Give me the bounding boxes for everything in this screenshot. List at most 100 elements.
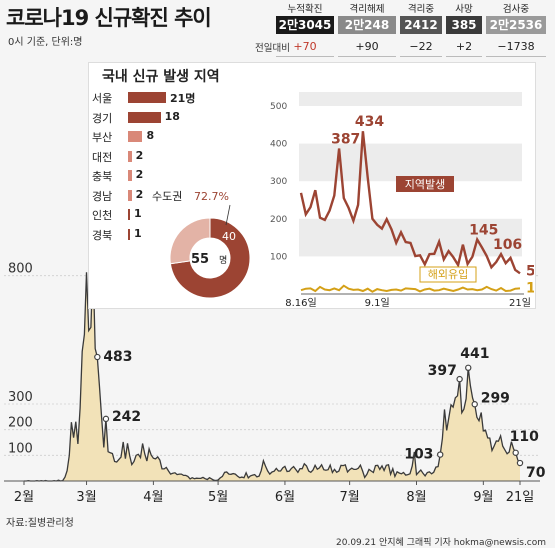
inset-grid-band (299, 218, 522, 257)
region-bar (128, 131, 143, 142)
main-x-tick-label: 2월 (14, 490, 34, 505)
stat-value: 2만248 (338, 16, 396, 34)
main-x-tick-label: 6월 (275, 490, 295, 505)
stat-change: +70 (276, 38, 334, 57)
main-x-tick-label: 9월 (473, 490, 493, 505)
main-x-tick-label: 8월 (406, 490, 426, 505)
inset-x-tick-label: 21일 (509, 297, 531, 308)
region-bar (128, 111, 161, 123)
inset-annotation-label: 55 (526, 263, 534, 279)
main-annotation-marker (516, 459, 524, 467)
main-y-tick-label: 100 (8, 441, 33, 456)
stat-value: 2만2536 (486, 16, 546, 34)
region-value: 2 (135, 148, 144, 162)
stat-change: −1738 (486, 38, 546, 57)
inset-y-tick-label: 100 (270, 252, 287, 262)
stat-isolated: 격리중 2412 −22 (400, 3, 442, 57)
donut-chart: 수도권 72.7% 40 55 명 (152, 190, 251, 299)
daychange-label: 전일대비 (255, 43, 290, 54)
inset-annotation-label: 387 (331, 131, 360, 147)
inset-series-overseas (300, 284, 521, 293)
region-value: 8 (146, 129, 155, 142)
region-value: 1 (134, 226, 142, 240)
legend-overseas-badge (419, 266, 477, 283)
inset-y-tick-label: 500 (270, 102, 287, 112)
donut-center-number: 55 (191, 252, 209, 267)
region-name: 대전 (92, 150, 113, 164)
main-x-tick-label: 21일 (506, 490, 535, 505)
main-annotation-label: 441 (460, 346, 489, 362)
main-series-line (24, 262, 521, 482)
main-annotation-label: 483 (103, 349, 132, 365)
stat-value: 2412 (400, 16, 442, 34)
inset-annotation-label: 434 (355, 114, 384, 130)
donut-slice (169, 217, 251, 299)
donut-percent: 72.7% (194, 190, 229, 203)
credit-line: 20.09.21 안지혜 그래픽 기자 hokma@newsis.com (336, 538, 547, 548)
page-title: 코로나19 신규확진 추이 (6, 6, 212, 30)
unit-note: 0시 기준, 단위:명 (8, 37, 83, 48)
donut-slice (169, 217, 211, 265)
stat-change: +90 (338, 38, 396, 57)
region-bar-list: 서울 21명 경기 18 부산 8 대전 2 충북 2 경남 2 인천 1 경북 1 (92, 90, 242, 250)
stat-change: +2 (446, 38, 482, 57)
stat-value: 2만3045 (276, 16, 334, 34)
main-x-tick-label: 7월 (340, 490, 360, 505)
stat-label: 검사중 (502, 4, 530, 15)
region-value: 1 (134, 207, 142, 220)
legend-local-label: 지역발생 (405, 178, 445, 191)
legend-local-badge (396, 176, 454, 192)
main-annotation-marker (102, 415, 110, 423)
inset-y-tick-label: 200 (270, 215, 287, 225)
main-x-tick-label: 3월 (76, 490, 96, 505)
inset-annotation-label: 15 (526, 280, 534, 296)
main-annotation-marker (512, 449, 519, 456)
inset-title: 국내 신규 발생 지역 (102, 69, 220, 85)
inset-grid-band (299, 92, 522, 106)
inset-y-tick-label: 400 (270, 140, 287, 150)
main-x-tick-label: 4월 (143, 490, 163, 505)
donut-center-unit: 명 (219, 255, 227, 266)
region-name: 서울 (92, 92, 113, 105)
region-name: 경남 (92, 189, 113, 203)
main-annotation-label: 103 (404, 447, 433, 463)
main-annotation-label: 397 (428, 363, 457, 379)
main-annotation-label: 70 (526, 465, 546, 481)
main-y-tick-label: 800 (8, 262, 33, 277)
stat-label: 사망 (455, 4, 473, 15)
main-annotation-marker (471, 401, 478, 408)
region-bar (128, 92, 166, 103)
legend-overseas-label: 해외유입 (428, 267, 468, 281)
donut-leader-line (225, 204, 231, 226)
inset-grid-band (299, 143, 522, 182)
region-bar (128, 150, 132, 162)
main-annotation-marker (94, 353, 101, 361)
inset-annotation-label: 145 (469, 222, 498, 238)
stat-value: 385 (446, 16, 482, 34)
region-value: 2 (135, 168, 144, 181)
region-value: 2 (135, 187, 144, 201)
main-annotation-marker (465, 364, 472, 372)
main-annotation-label: 110 (510, 429, 539, 445)
inset-x-tick-label: 8.16일 (285, 297, 316, 308)
inset-series-local (299, 131, 521, 275)
inset-y-tick-label: 300 (270, 177, 287, 187)
region-value: 18 (164, 109, 180, 123)
region-name: 경기 (92, 111, 113, 125)
main-y-tick-label: 200 (8, 416, 33, 431)
donut-label: 수도권 (152, 190, 182, 203)
region-name: 인천 (92, 209, 113, 222)
region-name: 충북 (92, 170, 113, 183)
stat-label: 격리중 (407, 4, 435, 15)
main-annotation-label: 299 (481, 390, 510, 406)
region-name: 경북 (92, 228, 113, 242)
region-bar (128, 170, 132, 181)
main-y-tick-label: 300 (8, 390, 33, 405)
donut-segment-label: 40 (222, 230, 236, 243)
stat-cumulative: 누적확진 2만3045 +70 (276, 3, 334, 57)
stat-testing: 검사중 2만2536 −1738 (486, 3, 546, 57)
region-bar (128, 228, 130, 240)
main-area-fill (24, 262, 520, 481)
